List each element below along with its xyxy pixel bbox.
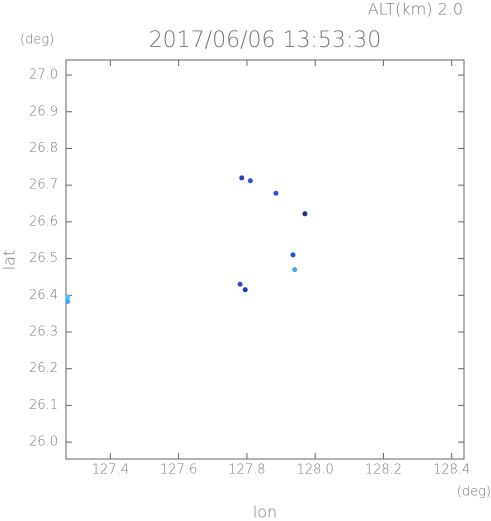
y-tick-label: 26.2 <box>29 361 58 376</box>
x-axis-label: lon <box>253 503 277 521</box>
echo-point <box>290 252 296 258</box>
echo-point <box>242 287 248 293</box>
echo-point <box>247 178 253 184</box>
y-tick-label: 26.4 <box>29 288 58 303</box>
x-tick-label: 127.8 <box>228 463 265 478</box>
y-tick-label: 26.0 <box>29 435 58 450</box>
y-tick-label: 26.9 <box>29 104 58 119</box>
echo-point <box>302 211 308 217</box>
x-tick-label: 127.6 <box>160 463 197 478</box>
x-unit: (deg) <box>457 485 491 500</box>
y-axis-label: lat <box>0 250 19 271</box>
echo-point <box>65 294 71 300</box>
echo-point <box>65 299 71 305</box>
y-tick-label: 26.7 <box>29 178 58 193</box>
echo-point <box>292 267 298 273</box>
y-tick-label: 26.6 <box>29 214 58 229</box>
x-tick-label: 128.2 <box>365 463 402 478</box>
x-tick-label: 128.4 <box>433 463 470 478</box>
chart-subtitle: ALT(km) 2.0 <box>368 0 463 19</box>
chart-title: 2017/06/06 13:53:30 <box>149 28 382 53</box>
x-tick-label: 128.0 <box>297 463 334 478</box>
y-tick-label: 26.8 <box>29 141 58 156</box>
plot-frame <box>65 59 465 460</box>
x-tick-label: 127.4 <box>92 463 129 478</box>
y-tick-label: 26.1 <box>29 398 58 413</box>
echo-point <box>273 190 279 196</box>
y-tick-label: 26.3 <box>29 324 58 339</box>
y-tick-label: 27.0 <box>29 68 58 83</box>
echo-point <box>239 175 245 181</box>
echo-point <box>237 281 243 287</box>
y-unit: (deg) <box>20 33 54 48</box>
y-tick-label: 26.5 <box>29 251 58 266</box>
